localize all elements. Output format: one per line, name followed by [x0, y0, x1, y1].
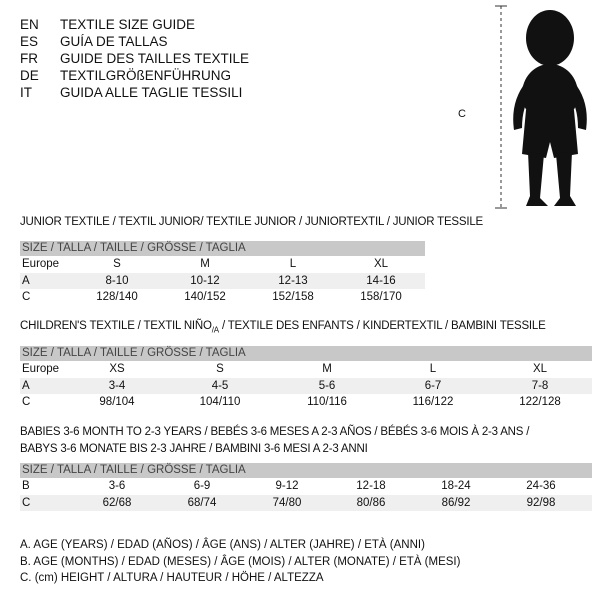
- row-label: A: [22, 379, 30, 392]
- size-header: SIZE / TALLA / TAILLE / GRÖSSE / TAGLIA: [20, 241, 425, 256]
- junior-size-table: SIZE / TALLA / TAILLE / GRÖSSE / TAGLIA …: [20, 241, 425, 306]
- cell: 152/158: [272, 291, 314, 303]
- lang-row-en: EN TEXTILE SIZE GUIDE: [20, 16, 249, 33]
- lang-code: DE: [20, 68, 39, 83]
- babies-size-table: SIZE / TALLA / TAILLE / GRÖSSE / TAGLIA …: [20, 463, 592, 511]
- row-label: B: [22, 480, 30, 492]
- lang-row-es: ES GUÍA DE TALLAS: [20, 33, 249, 50]
- cell: 18-24: [441, 480, 471, 492]
- cell: 62/68: [102, 496, 132, 509]
- cell: 14-16: [366, 274, 396, 287]
- cell: 9-12: [275, 480, 299, 492]
- lang-code: EN: [20, 17, 39, 32]
- cell: L: [429, 363, 437, 375]
- babies-title-line2: BABYS 3-6 MONATE BIS 2-3 JAHRE / BAMBINI…: [20, 443, 368, 455]
- legend-item: B. AGE (MONTHS) / EDAD (MESES) / ÂGE (MO…: [20, 555, 461, 568]
- cell: 7-8: [531, 379, 549, 392]
- lang-code: ES: [20, 34, 39, 49]
- cell: 8-10: [105, 274, 129, 287]
- cell: 5-6: [318, 379, 336, 392]
- children-size-table: SIZE / TALLA / TAILLE / GRÖSSE / TAGLIA …: [20, 346, 592, 411]
- row-label: Europe: [22, 363, 60, 375]
- table-row: B 3-6 6-9 9-12 12-18 18-24 24-36: [20, 478, 592, 495]
- table-row: Europe S M L XL: [20, 256, 425, 273]
- language-list: EN TEXTILE SIZE GUIDE ES GUÍA DE TALLAS FR…: [20, 16, 249, 101]
- cell: 92/98: [526, 496, 556, 509]
- cell: 6-9: [193, 480, 211, 492]
- height-measure-label: C: [458, 108, 466, 120]
- lang-text: GUIDE DES TAILLES TEXTILE: [60, 51, 250, 66]
- cell: XL: [532, 363, 548, 375]
- cell: 24-36: [526, 480, 556, 492]
- row-label: C: [22, 396, 31, 408]
- cell: 3-6: [108, 480, 126, 492]
- cell: 4-5: [211, 379, 229, 392]
- baby-silhouette-icon: [495, 5, 587, 209]
- cell: XL: [373, 258, 389, 270]
- row-label: C: [22, 291, 31, 303]
- lang-code: FR: [20, 51, 38, 66]
- lang-text: TEXTILGRÖßENFÜHRUNG: [60, 68, 232, 83]
- lang-text: TEXTILE SIZE GUIDE: [60, 17, 196, 32]
- cell: 68/74: [187, 496, 217, 509]
- cell: 140/152: [184, 291, 226, 303]
- cell: M: [200, 258, 210, 270]
- children-title: CHILDREN'S TEXTILE / TEXTIL NIÑO/A / TEX…: [20, 318, 546, 338]
- lang-code: IT: [20, 85, 32, 100]
- cell: 104/110: [199, 396, 241, 408]
- cell: S: [216, 363, 224, 375]
- cell: 110/116: [307, 396, 347, 408]
- cell: 74/80: [272, 496, 302, 509]
- cell: L: [289, 258, 297, 270]
- table-row: C 62/68 68/74 74/80 80/86 86/92 92/98: [20, 494, 592, 511]
- row-label: C: [22, 496, 31, 509]
- lang-row-de: DE TEXTILGRÖßENFÜHRUNG: [20, 67, 249, 84]
- lang-text: GUIDA ALLE TAGLIE TESSILI: [60, 85, 243, 100]
- legend-item: A. AGE (YEARS) / EDAD (AÑOS) / ÂGE (ANS)…: [20, 539, 425, 551]
- size-header: SIZE / TALLA / TAILLE / GRÖSSE / TAGLIA: [20, 346, 592, 361]
- cell: 3-4: [108, 379, 126, 392]
- cell: 86/92: [441, 496, 471, 509]
- cell: 6-7: [424, 379, 442, 392]
- cell: 116/122: [412, 396, 454, 408]
- cell: XS: [109, 363, 125, 375]
- babies-title: BABIES 3-6 MONTH TO 2-3 YEARS / BEBÉS 3-…: [20, 424, 529, 458]
- cell: 12-13: [278, 274, 308, 287]
- cell: S: [113, 258, 121, 270]
- lang-text: GUÍA DE TALLAS: [60, 34, 168, 49]
- cell: 12-18: [356, 480, 386, 492]
- cell: 128/140: [96, 291, 138, 303]
- cell: 10-12: [190, 274, 220, 287]
- table-row: C 98/104 104/110 110/116 116/122 122/128: [20, 394, 592, 411]
- cell: 122/128: [519, 396, 561, 408]
- children-title-sub: /A: [211, 325, 219, 335]
- legend: A. AGE (YEARS) / EDAD (AÑOS) / ÂGE (ANS)…: [20, 537, 460, 587]
- row-label: A: [22, 274, 30, 287]
- size-header: SIZE / TALLA / TAILLE / GRÖSSE / TAGLIA: [20, 463, 592, 478]
- table-row: Europe XS S M L XL: [20, 361, 592, 378]
- legend-item: C. (cm) HEIGHT / ALTURA / HAUTEUR / HÖHE…: [20, 572, 324, 584]
- junior-title: JUNIOR TEXTILE / TEXTIL JUNIOR/ TEXTILE …: [20, 216, 484, 228]
- table-row: A 8-10 10-12 12-13 14-16: [20, 272, 425, 289]
- row-label: Europe: [22, 258, 60, 270]
- cell: 80/86: [356, 496, 386, 509]
- cell: 158/170: [360, 291, 402, 303]
- cell: 98/104: [99, 396, 135, 408]
- table-row: A 3-4 4-5 5-6 6-7 7-8: [20, 377, 592, 394]
- children-title-main: CHILDREN'S TEXTILE / TEXTIL NIÑO: [20, 320, 212, 332]
- children-title-rest: / TEXTILE DES ENFANTS / KINDERTEXTIL / B…: [218, 320, 546, 332]
- lang-row-fr: FR GUIDE DES TAILLES TEXTILE: [20, 50, 249, 67]
- babies-title-line1: BABIES 3-6 MONTH TO 2-3 YEARS / BEBÉS 3-…: [20, 426, 530, 438]
- cell: M: [322, 363, 332, 375]
- table-row: C 128/140 140/152 152/158 158/170: [20, 289, 425, 306]
- lang-row-it: IT GUIDA ALLE TAGLIE TESSILI: [20, 84, 249, 101]
